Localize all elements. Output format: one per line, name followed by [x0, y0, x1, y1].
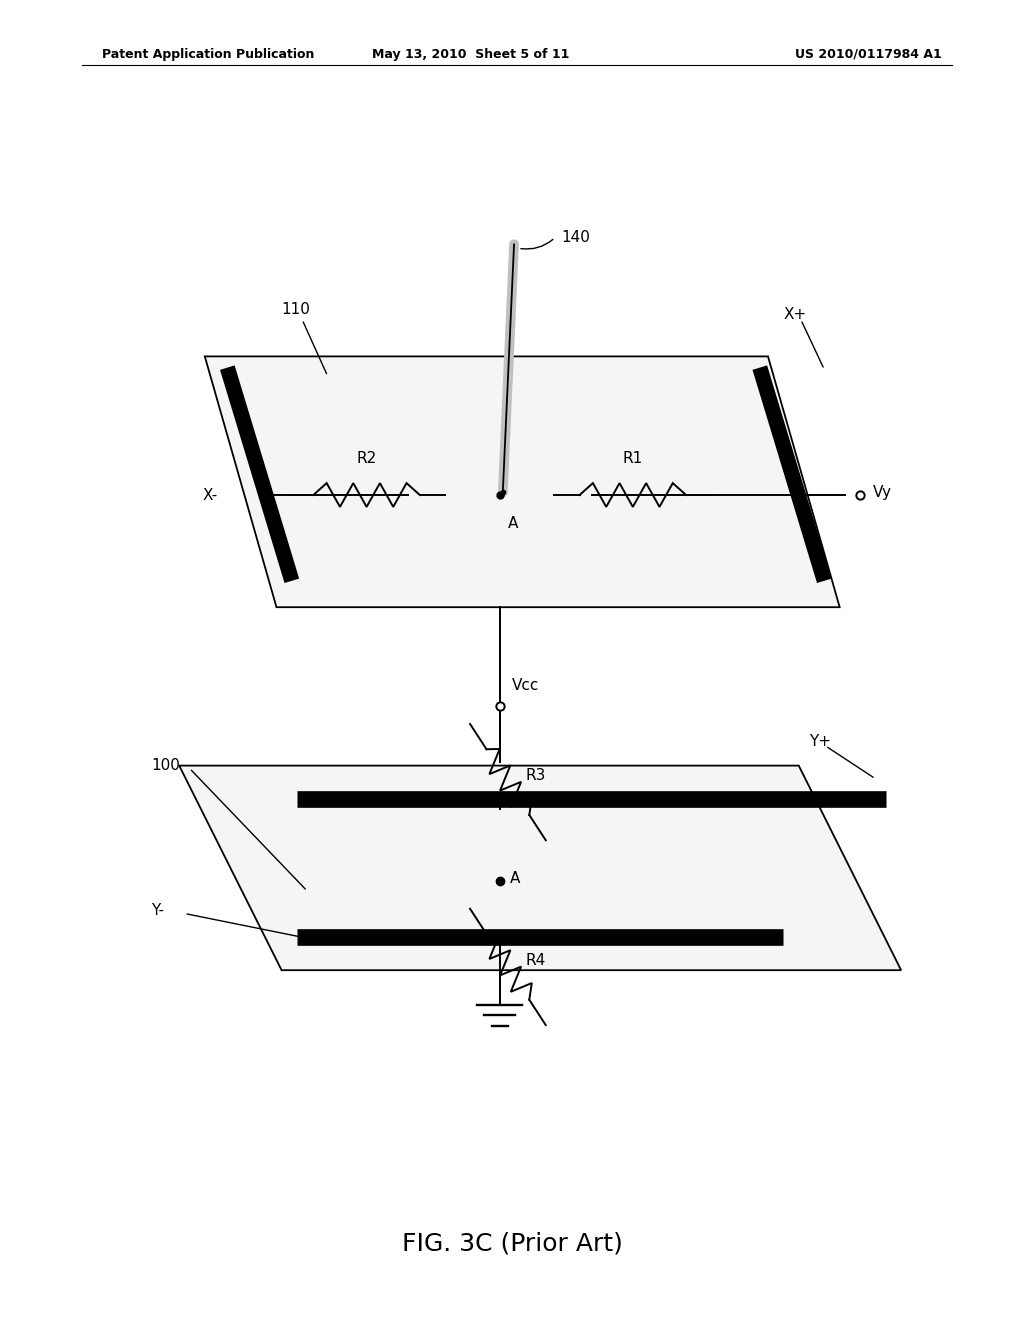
Text: X+: X+ [783, 306, 807, 322]
Text: FIG. 3C (Prior Art): FIG. 3C (Prior Art) [401, 1232, 623, 1255]
Text: A: A [508, 516, 518, 531]
Text: R4: R4 [525, 953, 546, 968]
Text: Y-: Y- [152, 903, 165, 919]
Text: 110: 110 [282, 302, 310, 317]
Text: 100: 100 [152, 758, 180, 774]
Text: R1: R1 [623, 451, 643, 466]
Text: A: A [510, 871, 520, 886]
Polygon shape [205, 356, 840, 607]
Text: Vy: Vy [872, 484, 892, 500]
Text: US 2010/0117984 A1: US 2010/0117984 A1 [796, 48, 942, 61]
Text: Vcc: Vcc [512, 678, 540, 693]
Text: Y+: Y+ [809, 734, 830, 750]
Text: Patent Application Publication: Patent Application Publication [102, 48, 314, 61]
Polygon shape [179, 766, 901, 970]
Text: 140: 140 [561, 230, 590, 246]
Text: X-: X- [203, 487, 217, 503]
Text: R3: R3 [525, 768, 546, 783]
Text: R2: R2 [356, 451, 377, 466]
Text: May 13, 2010  Sheet 5 of 11: May 13, 2010 Sheet 5 of 11 [373, 48, 569, 61]
